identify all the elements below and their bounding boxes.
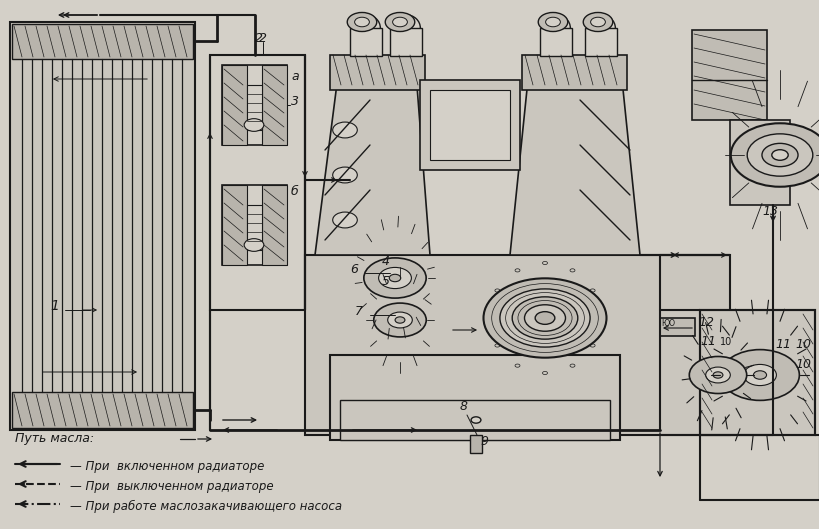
Bar: [584, 28, 616, 56]
Circle shape: [500, 289, 590, 347]
Bar: [340, 400, 609, 440]
Bar: [522, 55, 627, 90]
Bar: [12, 24, 192, 59]
Bar: [222, 185, 247, 265]
Circle shape: [746, 134, 812, 176]
Circle shape: [524, 305, 565, 331]
Bar: [390, 28, 422, 56]
Bar: [305, 255, 729, 435]
Text: 13: 13: [761, 205, 777, 218]
Bar: [691, 30, 766, 120]
Circle shape: [537, 13, 567, 32]
Text: 11: 11: [699, 335, 715, 348]
Circle shape: [364, 258, 426, 298]
Bar: [429, 90, 509, 160]
Bar: [419, 80, 519, 170]
Text: б: б: [291, 185, 298, 198]
Text: 2: 2: [255, 32, 263, 45]
Circle shape: [713, 372, 722, 378]
Bar: [699, 310, 814, 435]
Circle shape: [333, 167, 357, 183]
Circle shape: [705, 367, 730, 383]
Circle shape: [385, 13, 414, 32]
Text: 9: 9: [479, 435, 487, 448]
Circle shape: [582, 13, 612, 32]
Text: 12: 12: [697, 316, 713, 329]
Text: 8: 8: [459, 400, 468, 413]
Bar: [10, 22, 195, 430]
Text: 10: 10: [794, 358, 810, 371]
Circle shape: [354, 17, 369, 27]
Text: а: а: [291, 70, 298, 83]
Bar: [222, 65, 247, 145]
Circle shape: [590, 17, 604, 27]
Bar: [329, 355, 619, 440]
Circle shape: [244, 239, 264, 251]
Circle shape: [730, 123, 819, 187]
Circle shape: [470, 417, 480, 423]
Bar: [210, 55, 305, 310]
Text: 7: 7: [355, 305, 363, 318]
Circle shape: [346, 13, 376, 32]
Bar: [247, 85, 262, 130]
Bar: [329, 55, 424, 90]
Circle shape: [389, 275, 400, 282]
Text: 5: 5: [382, 275, 390, 288]
Bar: [540, 28, 572, 56]
Circle shape: [753, 371, 766, 379]
Circle shape: [483, 278, 606, 358]
Circle shape: [771, 150, 787, 160]
Bar: [222, 185, 287, 265]
Text: 4: 4: [382, 255, 390, 268]
Bar: [699, 310, 814, 435]
Bar: [247, 205, 262, 250]
Circle shape: [743, 364, 776, 386]
Text: — При  включенном радиаторе: — При включенном радиаторе: [70, 460, 264, 473]
Circle shape: [378, 268, 411, 289]
Text: 3: 3: [291, 95, 299, 108]
Circle shape: [392, 17, 407, 27]
Bar: [350, 28, 382, 56]
Text: ЮО: ЮО: [660, 319, 674, 328]
Bar: [729, 120, 789, 205]
Circle shape: [244, 118, 264, 131]
Polygon shape: [509, 60, 639, 255]
Bar: [12, 392, 192, 428]
Text: — При  выключенном радиаторе: — При выключенном радиаторе: [70, 480, 274, 493]
Circle shape: [689, 357, 746, 394]
Circle shape: [395, 317, 405, 323]
Text: Путь масла:: Путь масла:: [15, 432, 94, 445]
Circle shape: [535, 312, 554, 324]
Circle shape: [373, 303, 426, 337]
Bar: [659, 318, 695, 336]
Bar: [262, 65, 287, 145]
Text: 1: 1: [50, 299, 59, 313]
Text: 10: 10: [719, 337, 731, 347]
Bar: [222, 65, 287, 145]
Circle shape: [720, 350, 799, 400]
Circle shape: [512, 297, 577, 339]
Circle shape: [333, 122, 357, 138]
Circle shape: [333, 212, 357, 228]
Bar: [469, 435, 482, 453]
Text: — При работе маслозакачивающего насоса: — При работе маслозакачивающего насоса: [70, 500, 342, 513]
Bar: [262, 185, 287, 265]
Circle shape: [387, 312, 412, 328]
Text: 11: 11: [774, 338, 790, 351]
Circle shape: [761, 143, 797, 167]
Polygon shape: [314, 60, 429, 255]
Text: 6: 6: [350, 263, 358, 276]
Text: 2: 2: [259, 32, 267, 45]
Circle shape: [545, 17, 559, 27]
Text: 10: 10: [794, 338, 810, 351]
